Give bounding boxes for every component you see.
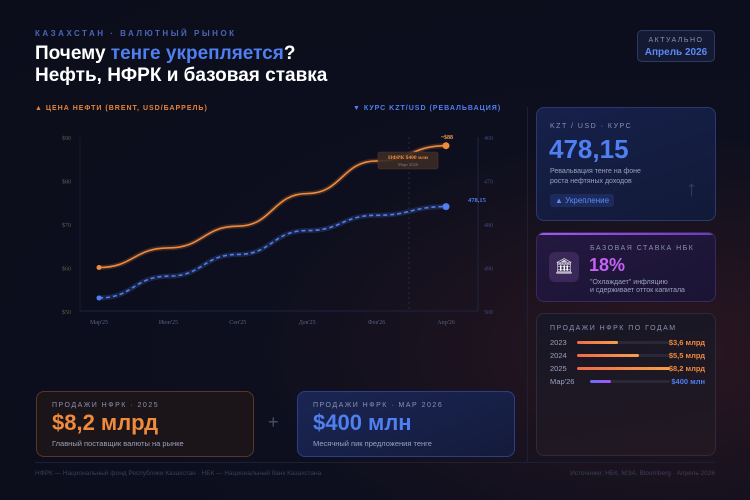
sales-card: ПРОДАЖИ НФРК ПО ГОДАМ 2023 $3,6 млрд 2024 $… bbox=[536, 313, 716, 456]
tooltip-sub: Март 2026 bbox=[398, 162, 419, 167]
sales-row: 2023 $3,6 млрд bbox=[550, 337, 705, 349]
plus-icon: + bbox=[268, 412, 279, 432]
b1-value: $8,2 млрд bbox=[52, 410, 159, 435]
sales-mar2026-card: ПРОДАЖИ НФРК · МАР 2026 $400 млн Месячны… bbox=[297, 391, 515, 457]
sales-value: $3,6 млрд bbox=[668, 338, 705, 347]
sales-bar-track bbox=[577, 367, 670, 370]
badge-value: Апрель 2026 bbox=[644, 47, 708, 58]
sales-bar-fill bbox=[590, 380, 611, 383]
right-tick-label: 460 bbox=[484, 136, 493, 142]
x-tick-label: Сен'25 bbox=[229, 320, 246, 326]
badge-label: АКТУАЛЬНО bbox=[648, 37, 704, 44]
sales-row: Мар'26 $400 млн bbox=[550, 376, 705, 388]
left-tick-label: $80 bbox=[62, 179, 71, 186]
sales-row: 2024 $5,5 млрд bbox=[550, 350, 705, 362]
rate-label: БАЗОВАЯ СТАВКА НБК bbox=[590, 245, 695, 252]
kzt-label: KZT / USD · КУРС bbox=[550, 123, 633, 130]
left-tick-label: $60 bbox=[62, 266, 71, 273]
tooltip-title: НФРК $400 млн bbox=[388, 154, 429, 161]
sales-year: 2024 bbox=[550, 351, 567, 360]
legend-kzt: ▼ КУРС KZT/USD (РЕВАЛЬВАЦИЯ) bbox=[353, 105, 502, 112]
footer-sources: Источники: НБК, МЭА, Bloomberg · Апрель … bbox=[570, 470, 715, 477]
kzt-desc: Ревальвация тенге на фоне роста нефтяных … bbox=[550, 167, 641, 187]
right-tick-label: 500 bbox=[484, 310, 493, 316]
x-tick-label: Мар'25 bbox=[90, 320, 108, 326]
rate-card: 🏛 БАЗОВАЯ СТАВКА НБК 18% "Охлаждает" инф… bbox=[536, 232, 716, 302]
b2-label: ПРОДАЖИ НФРК · МАР 2026 bbox=[313, 402, 444, 409]
series-line bbox=[98, 205, 447, 299]
b2-value: $400 млн bbox=[313, 410, 412, 435]
title-line2: Нефть, НФРК и базовая ставка bbox=[35, 65, 328, 86]
rate-desc: "Охлаждает" инфляцию и сдерживает отток к… bbox=[590, 279, 685, 295]
title-post: ? bbox=[283, 43, 296, 64]
sales-year: 2023 bbox=[550, 338, 567, 347]
x-tick-label: Фев'26 bbox=[368, 320, 385, 326]
oil-end-label: ~$88 bbox=[441, 134, 453, 141]
left-tick-label: $50 bbox=[62, 309, 71, 316]
left-tick-label: $90 bbox=[62, 135, 71, 142]
right-tick-label: 480 bbox=[484, 223, 493, 229]
sales-2025-card: ПРОДАЖИ НФРК · 2025 $8,2 млрд Главный по… bbox=[36, 391, 254, 457]
sales-bar-fill bbox=[577, 341, 618, 344]
footer-note: НФРК — Национальный фонд Республики Каза… bbox=[35, 470, 322, 477]
kzt-end-label: 478,15 bbox=[468, 197, 487, 204]
sales-bar-fill bbox=[577, 354, 640, 357]
title-pre: Почему bbox=[35, 43, 111, 64]
left-tick-label: $70 bbox=[62, 222, 71, 229]
bank-icon: 🏛 bbox=[549, 252, 579, 282]
data-point bbox=[96, 265, 102, 270]
sales-bar-fill bbox=[577, 367, 670, 370]
x-tick-label: Апр'26 bbox=[437, 320, 455, 326]
page-title: Почему тенге укрепляется? Нефть, НФРК и б… bbox=[35, 43, 327, 87]
b1-label: ПРОДАЖИ НФРК · 2025 bbox=[52, 402, 160, 409]
rate-desc-2: и сдерживает отток капитала bbox=[590, 287, 685, 294]
sales-value: $5,5 млрд bbox=[668, 351, 705, 360]
title-highlight: тенге укрепляется bbox=[110, 43, 284, 64]
divider bbox=[527, 107, 528, 462]
kzt-card: KZT / USD · КУРС 478,15 Ревальвация тенг… bbox=[536, 107, 716, 221]
sales-value: $8,2 млрд bbox=[668, 364, 705, 373]
kzt-desc-1: Ревальвация тенге на фоне bbox=[550, 168, 641, 175]
kicker: КАЗАХСТАН · ВАЛЮТНЫЙ РЫНОК bbox=[35, 29, 237, 38]
sales-value: $400 млн bbox=[671, 377, 705, 386]
accent-bar bbox=[537, 233, 715, 235]
kzt-desc-2: роста нефтяных доходов bbox=[550, 178, 632, 185]
x-tick-label: Дек'25 bbox=[299, 320, 316, 326]
data-point bbox=[96, 295, 102, 301]
tooltip-box bbox=[377, 151, 439, 170]
sales-label: ПРОДАЖИ НФРК ПО ГОДАМ bbox=[550, 325, 677, 332]
arrow-up-icon: ↑ bbox=[686, 176, 697, 201]
b1-desc: Главный поставщик валюты на рынке bbox=[52, 439, 184, 448]
data-point bbox=[442, 142, 450, 150]
sales-year: Мар'26 bbox=[550, 377, 575, 386]
date-badge: АКТУАЛЬНО Апрель 2026 bbox=[637, 30, 715, 62]
line-chart: $90 $80 $70 $60 $50 460 470 480 490 500 Мар'25 Июн'… bbox=[62, 134, 493, 326]
right-tick-label: 470 bbox=[484, 180, 493, 186]
sales-row: 2025 $8,2 млрд bbox=[550, 363, 705, 375]
rate-desc-1: "Охлаждает" инфляцию bbox=[590, 279, 668, 286]
sales-bar-track bbox=[590, 380, 670, 383]
b2-desc: Месячный пик предложения тенге bbox=[313, 439, 432, 448]
sales-bar-track bbox=[577, 341, 670, 344]
kzt-value: 478,15 bbox=[549, 134, 629, 164]
sales-bar-track bbox=[577, 354, 670, 357]
legend-oil: ▲ ЦЕНА НЕФТИ (BRENT, USD/БАРРЕЛЬ) bbox=[35, 105, 208, 112]
x-tick-label: Июн'25 bbox=[159, 320, 178, 326]
data-point bbox=[442, 203, 450, 211]
rate-value: 18% bbox=[589, 255, 626, 275]
sales-year: 2025 bbox=[550, 364, 567, 373]
footer-divider bbox=[35, 462, 715, 463]
right-tick-label: 490 bbox=[484, 267, 493, 273]
strengthening-tag: ▲ Укрепление bbox=[550, 194, 615, 207]
